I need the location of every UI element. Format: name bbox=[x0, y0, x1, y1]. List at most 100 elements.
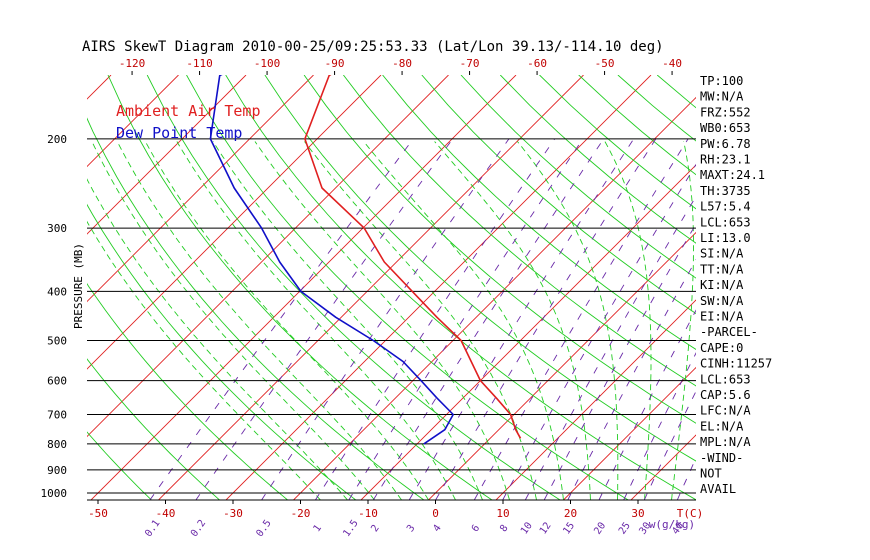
index-item: EL:N/A bbox=[700, 419, 744, 433]
isotherm-line bbox=[360, 164, 696, 500]
series-group bbox=[209, 75, 522, 445]
moist-adiabat-line bbox=[304, 141, 537, 500]
mixing-ratio-line bbox=[473, 138, 689, 500]
top-temp-label: -120 bbox=[119, 57, 146, 70]
index-item: NOT bbox=[700, 467, 722, 481]
mixing-ratio-line bbox=[149, 138, 414, 500]
mixing-ratio-label: 6 bbox=[470, 523, 482, 534]
legend-entry: Dew Point Temp bbox=[116, 124, 242, 142]
bottom-temp-label: -20 bbox=[291, 507, 311, 520]
mixing-ratio-line bbox=[643, 390, 696, 500]
index-item: -PARCEL- bbox=[700, 325, 758, 339]
index-item: TP:100 bbox=[700, 74, 743, 88]
isotherm-line bbox=[87, 75, 449, 438]
legend: Ambient Air Temp Dew Point Temp bbox=[116, 102, 261, 142]
index-item: TT:N/A bbox=[700, 262, 744, 276]
index-item: LCL:653 bbox=[700, 372, 751, 386]
index-item: MPL:N/A bbox=[700, 435, 751, 449]
temp-unit-label: T(C) bbox=[677, 507, 704, 520]
series-line-dew-point-temp bbox=[209, 75, 454, 445]
mixing-ratio-label: 0.1 bbox=[143, 518, 162, 539]
top-temp-label: -90 bbox=[325, 57, 345, 70]
dry-adiabat-line bbox=[460, 75, 696, 279]
dry-adiabat-line bbox=[736, 75, 870, 500]
mixing-ratio-line bbox=[524, 195, 696, 500]
moist-adiabat-line bbox=[212, 141, 483, 500]
index-item: L57:5.4 bbox=[700, 200, 751, 214]
axes-group: 1002003004005006007008009001000-50-40-30… bbox=[41, 57, 704, 539]
isotherm-line bbox=[495, 299, 696, 500]
mixing-ratio-label: 2 bbox=[369, 523, 381, 534]
dry-adiabat-line bbox=[814, 75, 870, 500]
top-temp-label: -80 bbox=[392, 57, 412, 70]
pressure-tick-label: 800 bbox=[47, 438, 67, 451]
index-item: SW:N/A bbox=[700, 294, 744, 308]
isotherm-line bbox=[158, 75, 584, 500]
dry-adiabat-line bbox=[0, 75, 83, 500]
bottom-temp-label: 0 bbox=[432, 507, 439, 520]
isotherm-line bbox=[87, 75, 314, 303]
dry-adiabat-line bbox=[0, 75, 15, 500]
mixing-ratio-label: 3 bbox=[405, 523, 417, 534]
mixing-ratio-label: 1 bbox=[312, 523, 324, 534]
isotherm-line bbox=[87, 75, 382, 370]
pressure-tick-label: 300 bbox=[47, 222, 67, 235]
isotherm-line bbox=[0, 75, 44, 500]
moist-adiabat-line bbox=[254, 141, 510, 500]
mixing-ratio-line bbox=[598, 309, 696, 500]
index-item: LCL:653 bbox=[700, 215, 751, 229]
dry-adiabat-line bbox=[303, 75, 696, 424]
mixing-ratio-label: 0.5 bbox=[254, 518, 273, 539]
bottom-temp-label: -40 bbox=[156, 507, 176, 520]
moist-adiabat-line bbox=[604, 141, 652, 500]
pressure-tick-label: 400 bbox=[47, 285, 67, 298]
index-item: AVAIL bbox=[700, 482, 736, 496]
index-item: FRZ:552 bbox=[700, 105, 751, 119]
mixing-ratio-label: 10 bbox=[519, 520, 535, 536]
index-item: MW:N/A bbox=[700, 90, 744, 104]
index-item: LI:13.0 bbox=[700, 231, 751, 245]
dry-adiabat-line bbox=[87, 358, 220, 500]
isotherm-line bbox=[293, 96, 696, 500]
bottom-temp-label: 10 bbox=[496, 507, 509, 520]
index-item: RH:23.1 bbox=[700, 153, 751, 167]
mixing-ratio-label: 20 bbox=[592, 520, 608, 536]
top-temp-label: -40 bbox=[662, 57, 682, 70]
index-item: PW:6.78 bbox=[700, 137, 751, 151]
dry-adiabat-line bbox=[87, 431, 152, 500]
pressure-tick-label: 1000 bbox=[41, 487, 68, 500]
top-temp-label: -100 bbox=[254, 57, 281, 70]
mixing-ratio-label: 15 bbox=[561, 520, 577, 536]
mixing-ratio-line bbox=[676, 456, 696, 500]
index-item: MAXT:24.1 bbox=[700, 168, 765, 182]
moist-adiabat-line bbox=[517, 141, 619, 500]
mixing-ratio-line bbox=[195, 138, 454, 500]
mixing-ratio-line bbox=[435, 138, 657, 500]
moist-adiabat-line bbox=[434, 141, 591, 500]
top-temp-label: -110 bbox=[186, 57, 213, 70]
dry-adiabat-line bbox=[107, 75, 493, 500]
y-axis-label: PRESSURE (MB) bbox=[72, 243, 85, 329]
dry-adiabat-line bbox=[775, 75, 870, 500]
index-item: SI:N/A bbox=[700, 247, 744, 261]
moist-adiabat-line bbox=[116, 141, 402, 500]
grid-lines bbox=[0, 75, 870, 500]
mixing-ratio-label: 12 bbox=[538, 520, 554, 536]
isotherm-line bbox=[87, 75, 179, 168]
mixing-ratio-line bbox=[543, 223, 696, 500]
pressure-tick-label: 600 bbox=[47, 375, 67, 388]
bottom-temp-label: 30 bbox=[631, 507, 644, 520]
moist-adiabat-line bbox=[144, 141, 429, 500]
dry-adiabat-line bbox=[382, 75, 696, 350]
index-item: KI:N/A bbox=[700, 278, 744, 292]
index-item: TH:3735 bbox=[700, 184, 751, 198]
bottom-temp-label: -30 bbox=[223, 507, 243, 520]
moist-adiabat-line bbox=[671, 141, 694, 500]
isotherm-line bbox=[87, 75, 247, 235]
index-item: -WIND- bbox=[700, 451, 743, 465]
mixing-ratio-line bbox=[348, 138, 584, 500]
mixing-ratio-line bbox=[261, 138, 510, 500]
mixing-ratio-line bbox=[502, 163, 696, 500]
mixing-ratio-line bbox=[623, 352, 696, 500]
